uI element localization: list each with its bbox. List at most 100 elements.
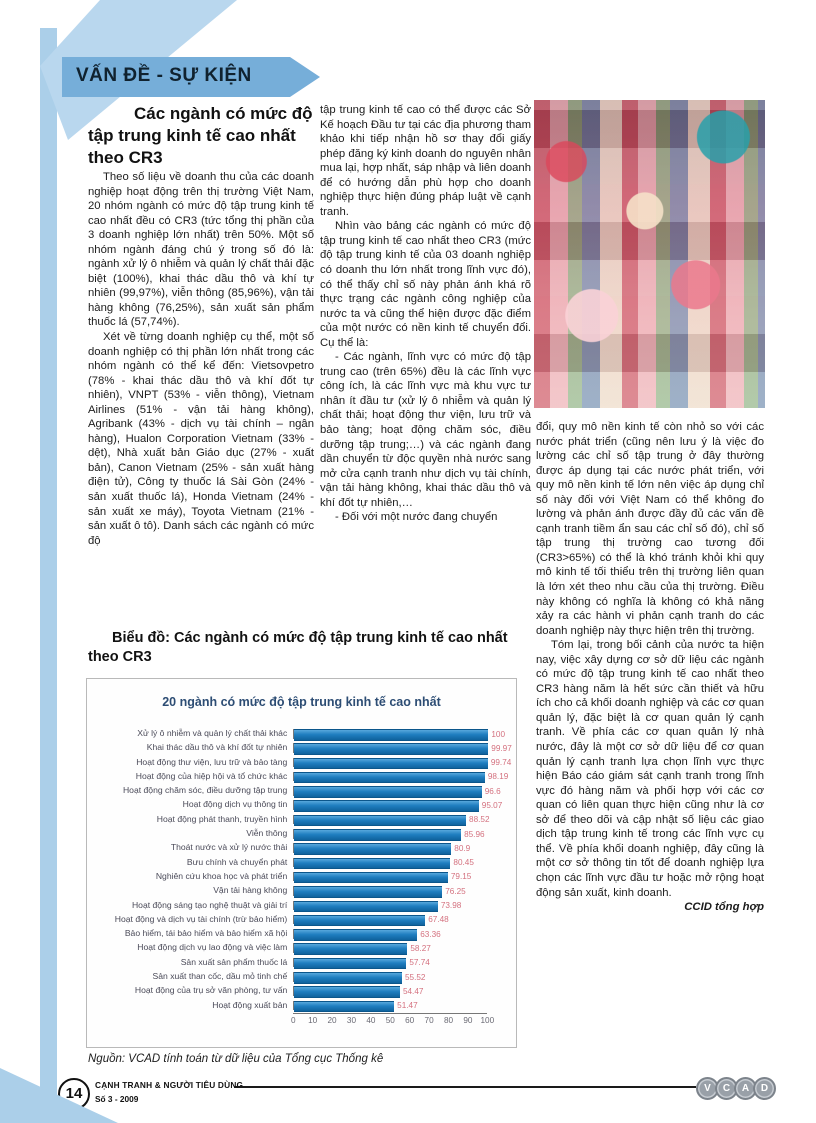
bar-row: Hoạt động dịch vụ thông tin 95.07	[95, 798, 508, 812]
bar-category-label: Sản xuất sản phẩm thuốc lá	[180, 956, 288, 967]
bar-value-label: 80.9	[454, 843, 471, 853]
bar-row: Viễn thông 85.96	[95, 827, 508, 841]
bar	[294, 1000, 395, 1013]
bar-value-label: 79.15	[450, 872, 472, 882]
x-axis: 0 10 20 30 40 50 60 70 80 90 100	[290, 1012, 494, 1028]
article-title: Các ngành có mức độ tập trung kinh tế ca…	[88, 104, 313, 167]
bar-value-label: 76.25	[445, 886, 466, 896]
x-tick-label: 40	[366, 1015, 376, 1025]
bar	[294, 729, 489, 741]
bar-track: 88.52	[293, 814, 490, 827]
bar-value-label: 57.74	[409, 958, 430, 968]
issue-label: Số 3 - 2009	[95, 1094, 139, 1104]
bar-category-label: Hoạt động dịch vụ lao động và việc làm	[137, 942, 288, 953]
paragraph: Nhìn vào bảng các ngành có mức độ tập tr…	[320, 220, 531, 349]
bar-track: 85.96	[293, 829, 488, 841]
paragraph: Theo số liệu về doanh thu của các doanh …	[88, 171, 314, 329]
paragraph: - Đối với một nước đang chuyển	[335, 511, 498, 524]
x-tick-label: 20	[327, 1015, 337, 1025]
bar-row: Bảo hiểm, tái bảo hiểm và bảo hiểm xã hộ…	[95, 927, 508, 941]
bottom-accent-triangle	[0, 1068, 118, 1123]
bar-value-label: 99.97	[491, 743, 512, 753]
bar-category-label: Viễn thông	[246, 828, 288, 839]
bar	[294, 814, 467, 827]
bar-value-label: 85.96	[464, 829, 485, 839]
bar-track: 55.52	[293, 972, 488, 984]
bar-row: Hoạt động của hiệp hội và tổ chức khác 98…	[95, 770, 508, 784]
bar-row: Hoạt động sáng tạo nghệ thuật và giải tr…	[95, 899, 508, 913]
bar-category-label: Bảo hiểm, tái bảo hiểm và bảo hiểm xã hộ…	[124, 928, 288, 939]
bar-track: 76.25	[293, 886, 488, 898]
bar	[294, 886, 443, 898]
bar-category-label: Hoạt động chăm sóc, điều dưỡng tập trung	[122, 785, 288, 796]
bar-value-label: 54.47	[402, 986, 424, 996]
bar-value-label: 55.52	[405, 972, 426, 982]
bar-category-label: Hoạt động dịch vụ thông tin	[182, 799, 288, 810]
bar-category-label: Sản xuất than cốc, dầu mỏ tinh chế	[152, 971, 288, 982]
bar-track: 100	[293, 729, 505, 741]
bar	[294, 943, 408, 955]
chart: 20 ngành có mức độ tập trung kinh tế cao…	[86, 678, 517, 1048]
article-byline: CCID tổng hợp	[684, 901, 764, 914]
bar-track: 96.6	[293, 786, 501, 798]
bar-track: 58.27	[293, 943, 488, 955]
bar-row: Nghiên cứu khoa học và phát triển 79.15	[95, 870, 508, 884]
bar-track: 99.97	[293, 743, 512, 755]
paragraph: - Các ngành, lĩnh vực có mức độ tập trun…	[320, 351, 531, 509]
bar-track: 95.07	[293, 800, 502, 812]
bar	[294, 986, 400, 998]
bar-category-label: Hoạt động của trụ sở văn phòng, tư vấn	[134, 985, 288, 996]
x-tick-label: 90	[463, 1015, 473, 1025]
bar-category-label: Vận tải hàng không	[213, 885, 288, 896]
chart-source: Nguồn: VCAD tính toán từ dữ liệu của Tổn…	[88, 1053, 384, 1065]
x-tick-label: 50	[385, 1015, 395, 1025]
article-column-2: tập trung kinh tế cao có thể được các Sở…	[320, 103, 531, 525]
bar-row: Hoạt động dịch vụ lao động và việc làm 58…	[95, 941, 508, 955]
bar-value-label: 99.74	[490, 758, 512, 768]
article-photo	[534, 100, 765, 408]
bar-track: 73.98	[293, 900, 488, 913]
bar-value-label: 63.36	[420, 929, 441, 939]
bar-category-label: Hoạt động xuất bản	[212, 999, 288, 1010]
bar-row: Hoạt động xuất bản 51.47	[95, 999, 508, 1013]
bar-track: 98.19	[293, 771, 508, 784]
bar-track: 51.47	[293, 1000, 488, 1013]
bar	[294, 914, 426, 927]
bar-value-label: 95.07	[481, 800, 503, 810]
bar-track: 57.74	[293, 957, 488, 970]
footer-rule	[234, 1086, 696, 1088]
bar-value-label: 67.48	[428, 915, 449, 925]
bar-value-label: 98.19	[487, 772, 509, 782]
bar-row: Sản xuất sản phẩm thuốc lá 57.74	[95, 956, 508, 970]
paragraph: Xét về từng doanh nghiệp cụ thể, một số …	[88, 331, 314, 547]
bar-row: Hoạt động chăm sóc, điều dưỡng tập trung…	[95, 784, 508, 798]
bar	[294, 771, 485, 784]
bar-row: Bưu chính và chuyển phát 80.45	[95, 856, 508, 870]
x-tick-label: 0	[290, 1015, 296, 1025]
banner-arrow-shape	[62, 57, 320, 97]
bar-category-label: Hoạt động và dịch vụ tài chính (trừ bảo …	[114, 913, 288, 924]
section-banner-label: VẤN ĐỀ - SỰ KIỆN	[76, 65, 252, 86]
bar-category-label: Khai thác dầu thô và khí đốt tự nhiên	[146, 742, 288, 753]
bar-value-label: 80.45	[453, 858, 474, 868]
bar	[294, 972, 402, 984]
bar-category-label: Nghiên cứu khoa học và phát triển	[155, 870, 288, 881]
bar	[294, 757, 488, 770]
x-tick-label: 80	[443, 1015, 454, 1025]
bar-value-label: 51.47	[397, 1001, 418, 1011]
left-accent-strip	[40, 28, 57, 1123]
bar-value-label: 96.6	[484, 786, 501, 796]
article-column-3: đổi, quy mô nền kinh tế còn nhỏ so với c…	[536, 420, 764, 915]
x-tick-label: 30	[346, 1015, 357, 1025]
paragraph: Tóm lại, trong bối cảnh của nước ta hiện…	[536, 639, 764, 899]
bar-row: Hoạt động và dịch vụ tài chính (trừ bảo …	[95, 913, 508, 927]
bar-category-label: Hoạt động của hiệp hội và tổ chức khác	[135, 770, 288, 781]
chart-rows: Xử lý ô nhiễm và quản lý chất thải khác 1…	[95, 727, 512, 1025]
bar-track: 67.48	[293, 914, 488, 927]
bar-track: 80.45	[293, 857, 488, 870]
bar-row: Sản xuất than cốc, dầu mỏ tinh chế 55.52	[95, 970, 508, 984]
paragraph: đổi, quy mô nền kinh tế còn nhỏ so với c…	[536, 421, 764, 637]
paragraph: tập trung kinh tế cao có thể được các Sở…	[320, 104, 531, 218]
